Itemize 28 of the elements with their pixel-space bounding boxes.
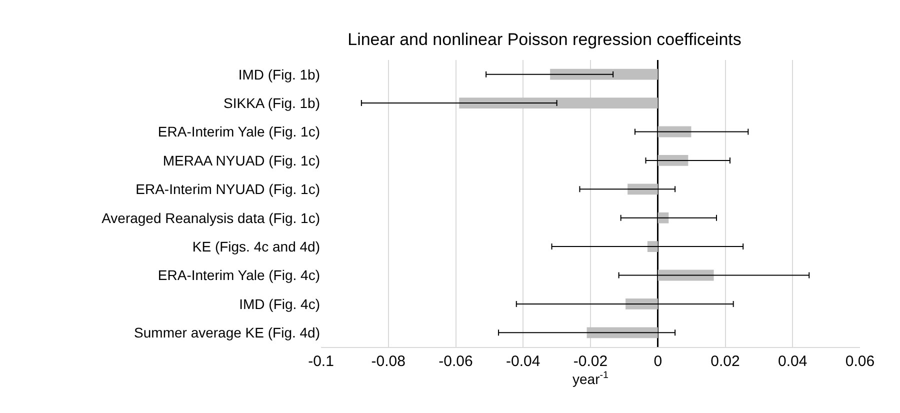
- x-tick-label: -0.1: [308, 353, 334, 370]
- x-tick-label: 0: [654, 353, 662, 370]
- y-tick-label: ERA-Interim Yale (Fig. 4c): [158, 267, 320, 284]
- bar: [628, 184, 658, 195]
- y-tick-label: KE (Figs. 4c and 4d): [192, 238, 320, 254]
- y-tick-label: Averaged Reanalysis data (Fig. 1c): [102, 210, 320, 226]
- x-tick-label: -0.04: [506, 353, 540, 370]
- x-axis-title: year$^{-1}$: [572, 370, 608, 387]
- y-tick-label: IMD (Fig. 1b): [238, 66, 320, 82]
- y-tick-label: ERA-Interim NYUAD (Fig. 1c): [136, 181, 320, 198]
- bar: [647, 241, 658, 252]
- y-tick-label: IMD (Fig. 4c): [239, 296, 320, 312]
- x-tick-label: -0.02: [573, 353, 608, 370]
- bar: [658, 155, 688, 166]
- bar: [626, 298, 658, 310]
- chart-title: Linear and nonlinear Poisson regression coefficeints: [348, 30, 742, 50]
- x-tick-label: 0.06: [845, 353, 875, 370]
- bar: [586, 327, 658, 338]
- bar: [459, 98, 658, 108]
- y-tick-label: ERA-Interim Yale (Fig. 1c): [158, 124, 320, 140]
- x-tick-label: 0.04: [778, 353, 808, 370]
- x-tick-label: -0.06: [438, 353, 473, 370]
- x-tick-label: -0.08: [371, 353, 406, 370]
- x-tick-label: 0.02: [710, 353, 740, 370]
- y-tick-label: Summer average KE (Fig. 4d): [134, 324, 320, 341]
- y-tick-label: MERAA NYUAD (Fig. 1c): [162, 152, 320, 168]
- bar: [550, 68, 658, 80]
- y-tick-label: SIKKA (Fig. 1b): [224, 94, 320, 111]
